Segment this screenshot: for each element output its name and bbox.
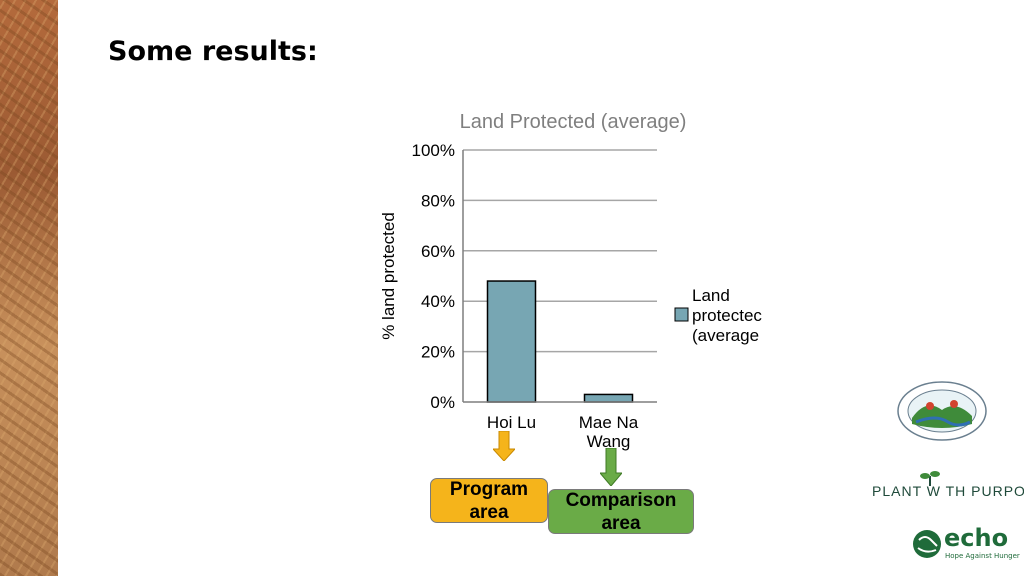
echo-logo: echo Hope Against Hunger xyxy=(912,524,1020,564)
decorative-side-strip xyxy=(0,0,58,576)
globe-hand-icon xyxy=(913,530,941,558)
x-tick-label: Mae Na Wang xyxy=(579,413,639,451)
y-tick-label: 40% xyxy=(421,292,455,311)
program-area-callout: Program area xyxy=(430,478,548,523)
slide-title: Some results: xyxy=(108,36,318,67)
chart-title: Land Protected (average) xyxy=(460,111,687,133)
y-axis-label: % land protected xyxy=(379,212,398,340)
legend-label: Land protectec (average xyxy=(692,286,762,345)
y-tick-label: 80% xyxy=(421,191,455,210)
arrow-down-icon xyxy=(493,431,515,461)
legend-swatch xyxy=(674,307,689,322)
bar-chart: Land Protected (average) 0% 20% 40% 60% 80% 1… xyxy=(379,111,762,451)
arrow-down-icon xyxy=(600,448,622,486)
echo-tagline: Hope Against Hunger xyxy=(945,552,1020,560)
plant-with-purpose-logo: PLANT W TH PURPOSE xyxy=(872,470,1024,510)
y-tick-label: 20% xyxy=(421,343,455,362)
foundation-seal-logo xyxy=(897,381,987,441)
comparison-area-callout: Comparison area xyxy=(548,489,694,534)
y-tick-label: 0% xyxy=(430,393,455,412)
x-tick-label: Hoi Lu xyxy=(487,413,536,432)
legend: Land protectec (average xyxy=(674,286,762,345)
bars xyxy=(486,280,634,403)
bar xyxy=(583,393,634,403)
y-tick-label: 100% xyxy=(412,141,455,160)
y-tick-labels: 0% 20% 40% 60% 80% 100% xyxy=(412,141,455,412)
echo-wordmark: echo xyxy=(944,524,1009,552)
bar xyxy=(486,280,537,403)
y-tick-label: 60% xyxy=(421,242,455,261)
x-tick-labels: Hoi Lu Mae Na Wang xyxy=(487,413,639,451)
sprout-icon xyxy=(920,471,940,486)
plant-with-purpose-wordmark: PLANT W TH PURPOSE xyxy=(872,483,1024,499)
